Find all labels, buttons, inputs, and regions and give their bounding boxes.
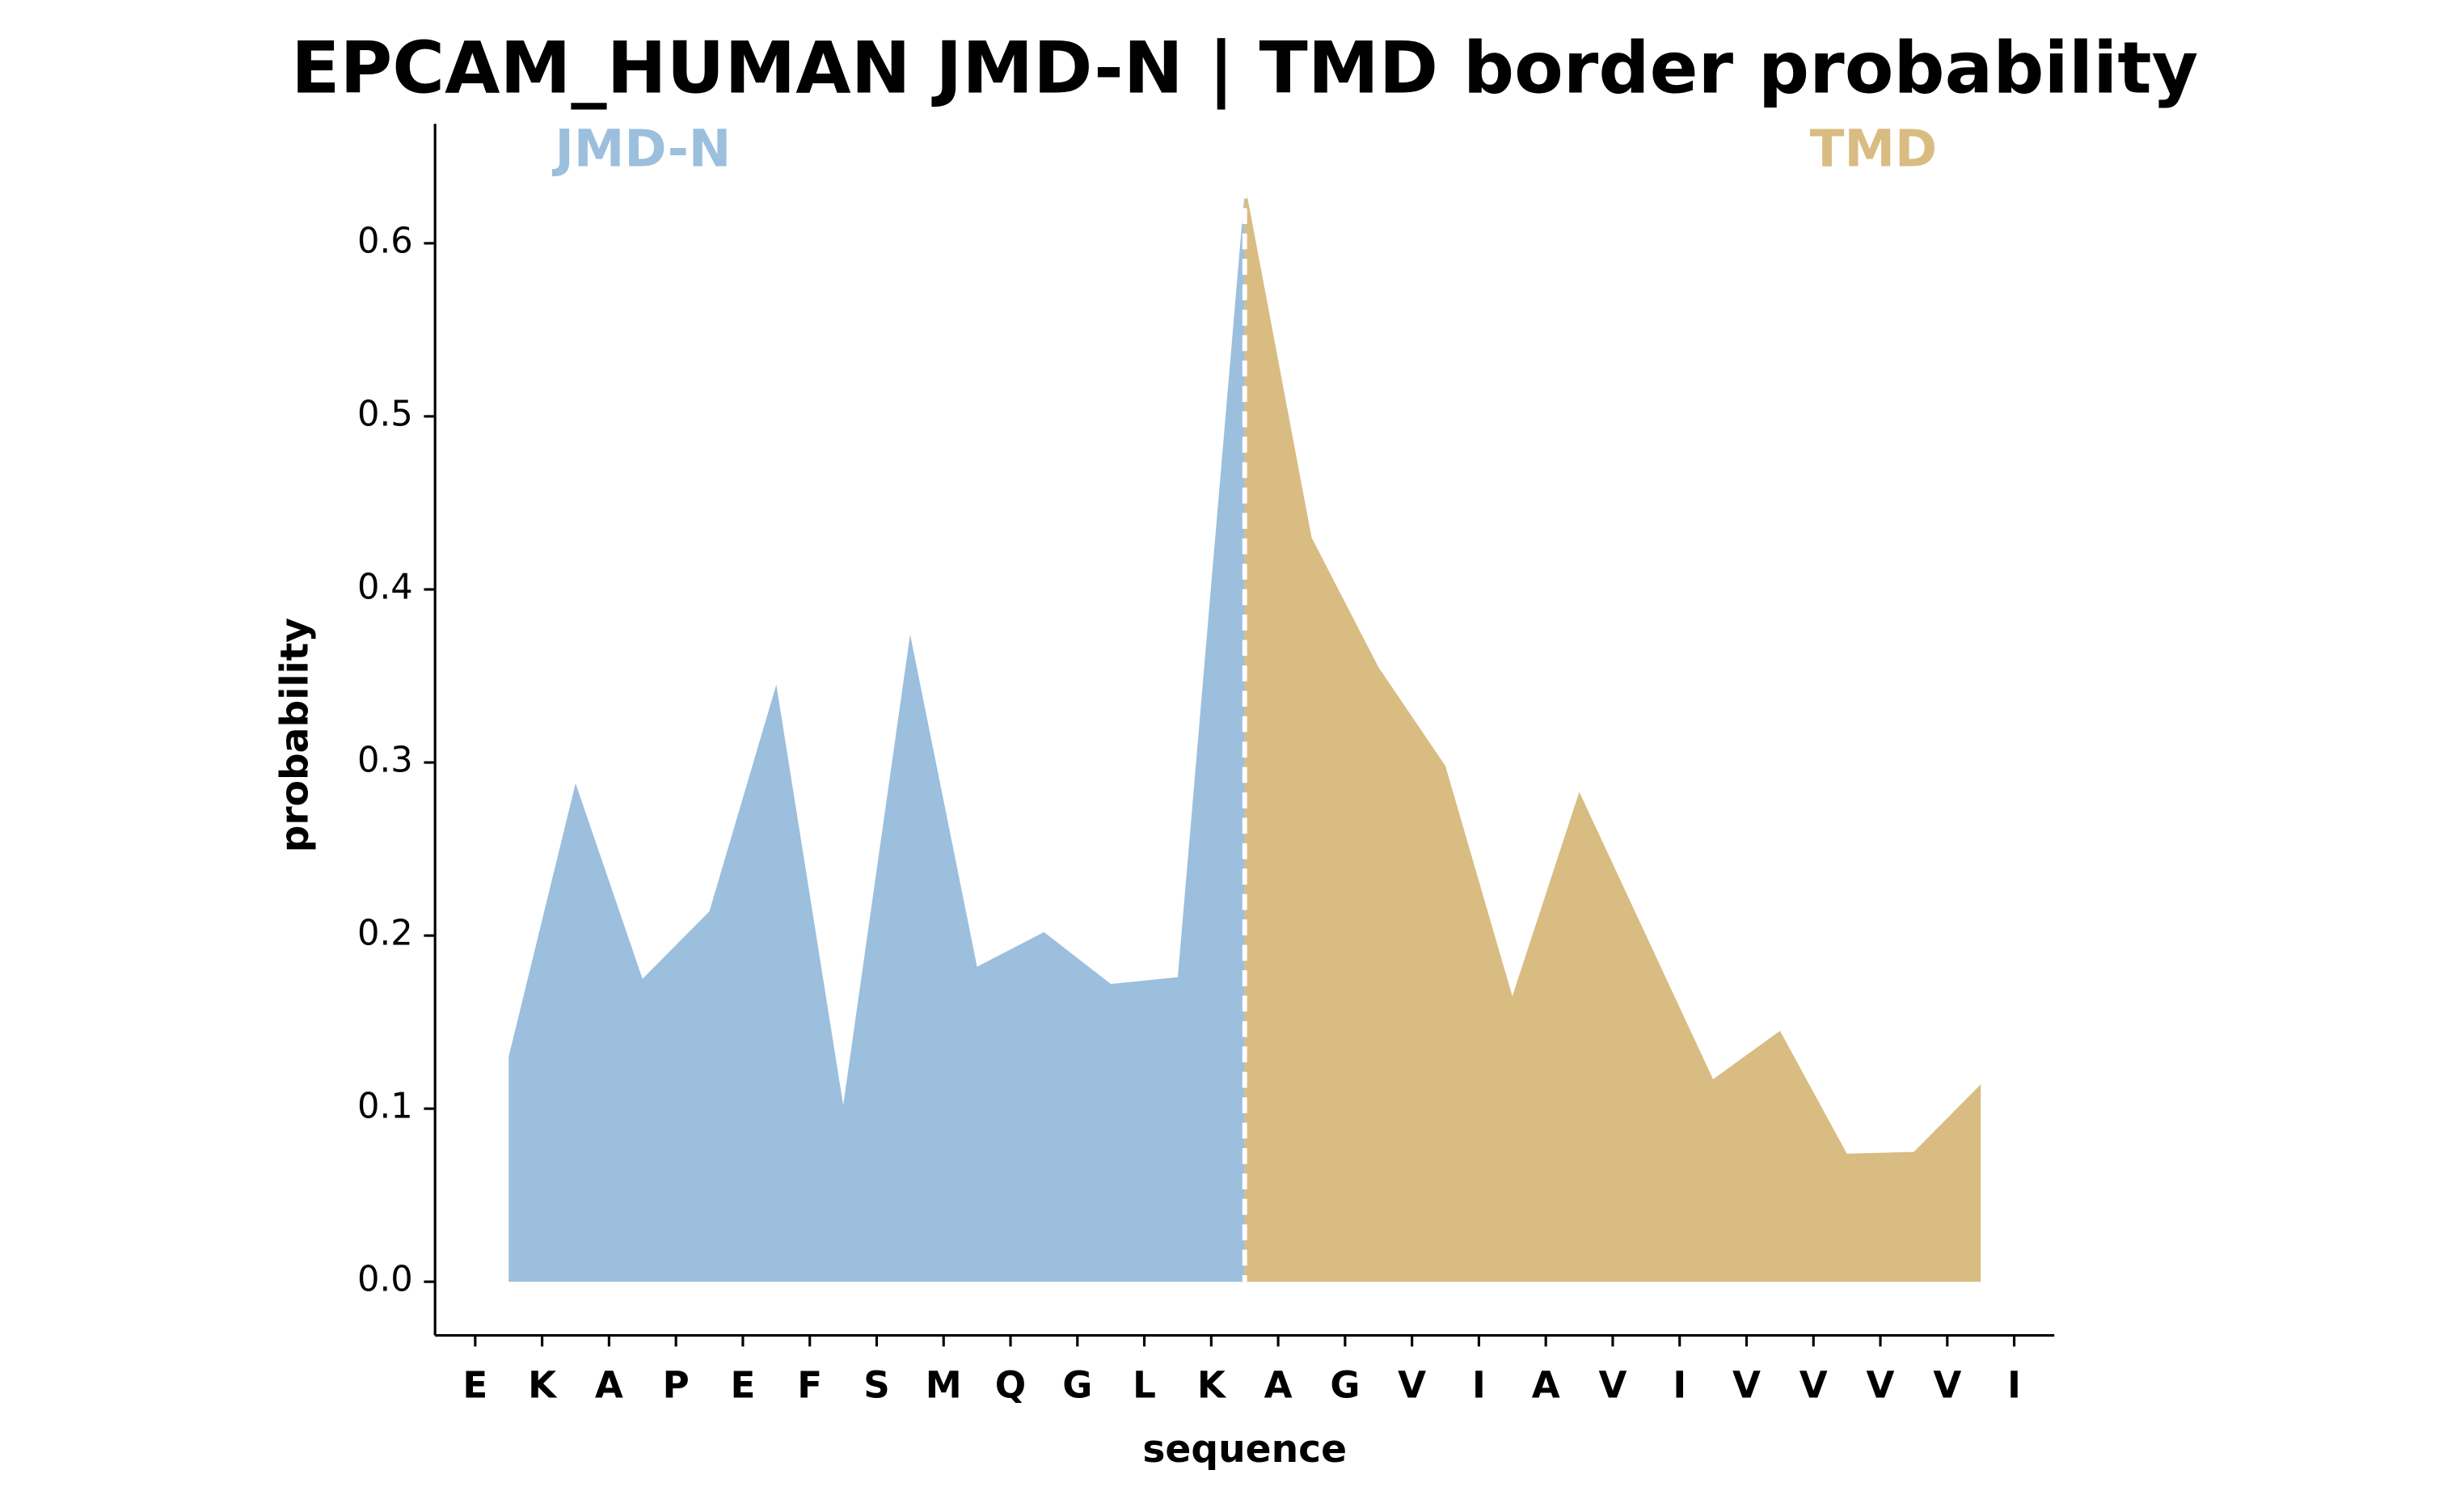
x-tick-label: S [863, 1363, 890, 1406]
x-axis-label: sequence [1142, 1427, 1347, 1472]
x-tick-label: E [462, 1363, 487, 1406]
x-tick-label: K [528, 1363, 558, 1406]
y-tick-label: 0.6 [357, 221, 413, 261]
x-tick-label: A [595, 1363, 623, 1406]
x-tick-label: V [1867, 1363, 1895, 1406]
y-tick-label: 0.5 [357, 394, 413, 434]
y-axis-label: probability [272, 618, 317, 852]
x-tick-label: A [1264, 1363, 1293, 1406]
x-tick-label: I [1673, 1363, 1686, 1406]
x-tick-label: M [926, 1363, 962, 1406]
x-tick-label: L [1133, 1363, 1156, 1406]
y-tick-label: 0.2 [357, 914, 413, 954]
y-tick-label: 0.4 [357, 567, 413, 607]
x-tick-label: A [1532, 1363, 1560, 1406]
region-label: TMD [1810, 120, 1938, 179]
x-tick-label: G [1330, 1363, 1360, 1406]
x-tick-label: K [1197, 1363, 1227, 1406]
x-tick-label: V [1398, 1363, 1426, 1406]
x-tick-label: V [1732, 1363, 1761, 1406]
x-tick-label: I [1472, 1363, 1486, 1406]
area [508, 191, 1245, 1282]
y-tick-label: 0.1 [357, 1087, 413, 1127]
x-tick-label: G [1062, 1363, 1092, 1406]
region-label: JMD-N [551, 120, 731, 179]
y-tick-label: 0.0 [357, 1260, 413, 1300]
chart-title: EPCAM_HUMAN JMD-N | TMD border probabili… [291, 27, 2198, 111]
x-tick-label: V [1799, 1363, 1828, 1406]
x-tick-label: E [730, 1363, 755, 1406]
x-tick-label: P [663, 1363, 690, 1406]
x-tick-label: Q [995, 1363, 1026, 1406]
x-tick-label: F [797, 1363, 822, 1406]
x-tick-label: V [1598, 1363, 1626, 1406]
y-tick-label: 0.3 [357, 741, 413, 781]
area [1244, 182, 1981, 1282]
x-tick-label: I [2007, 1363, 2021, 1406]
x-tick-label: V [1933, 1363, 1961, 1406]
